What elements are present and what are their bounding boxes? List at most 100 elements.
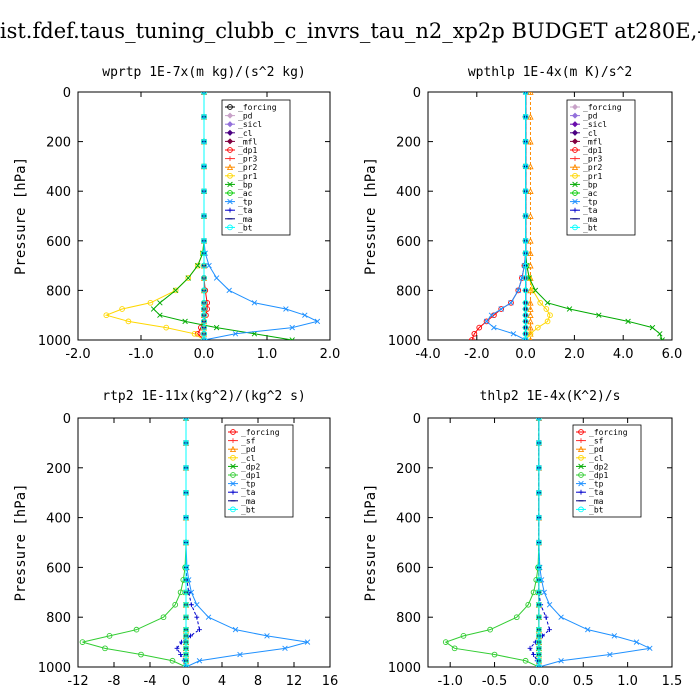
y-tick-label: 800 xyxy=(396,284,421,299)
data-point xyxy=(536,664,542,667)
legend-label: _sf xyxy=(241,437,256,446)
data-point xyxy=(515,287,521,294)
data-point xyxy=(169,657,176,664)
plot-frame xyxy=(77,417,331,668)
legend-marker xyxy=(572,190,578,196)
data-point xyxy=(206,262,212,269)
x-tick-label: -1.0 xyxy=(437,674,462,689)
data-point xyxy=(183,645,189,652)
data-point xyxy=(510,331,517,337)
legend-label: _forcing xyxy=(583,103,622,112)
legend-label: _ta xyxy=(241,488,256,497)
data-point xyxy=(543,614,549,620)
y-tick-label: 1000 xyxy=(388,661,421,676)
panel-title: wprtp 1E-7x(m kg)/(s^2 kg) xyxy=(102,65,306,80)
data-point xyxy=(201,213,207,219)
data-point xyxy=(283,306,289,312)
data-point xyxy=(536,464,542,471)
plot-area xyxy=(442,418,653,667)
legend-marker xyxy=(227,172,233,179)
data-point xyxy=(194,602,200,608)
data-point xyxy=(488,312,495,318)
data-point xyxy=(191,330,198,337)
data-point xyxy=(469,337,475,340)
legend-label: _cl xyxy=(589,454,604,463)
data-point xyxy=(172,287,179,294)
data-point xyxy=(157,312,163,318)
series-line xyxy=(485,92,527,340)
legend-label: _ma xyxy=(238,215,253,224)
x-tick-label: 0.0 xyxy=(515,347,536,362)
legend-marker xyxy=(571,112,579,119)
legend: _forcing_sf_pd_cl_dp2_dp1_tp_ta_ma_bt xyxy=(572,424,642,518)
x-tick-label: 6.0 xyxy=(662,347,683,362)
legend-marker xyxy=(572,207,578,213)
x-tick-label: -1.0 xyxy=(128,347,153,362)
legend-marker xyxy=(578,506,584,513)
data-point xyxy=(460,633,467,639)
data-point xyxy=(544,300,551,306)
data-point xyxy=(659,337,665,340)
data-point xyxy=(522,262,529,269)
legend-label: _ma xyxy=(241,497,256,506)
series-pr2 xyxy=(527,92,534,340)
legend-marker xyxy=(226,129,234,136)
panel-title: thlp2 1E-4x(K^2)/s xyxy=(480,389,621,404)
legend-label: _tp xyxy=(241,480,256,489)
legend-marker xyxy=(571,129,579,136)
data-point xyxy=(566,306,573,312)
data-point xyxy=(649,324,656,331)
data-point xyxy=(183,489,189,496)
plot-area xyxy=(469,92,665,340)
data-point xyxy=(201,113,207,120)
legend-marker xyxy=(227,190,233,196)
legend-marker xyxy=(572,198,578,205)
data-point xyxy=(584,626,591,633)
data-point xyxy=(188,633,193,639)
data-point xyxy=(201,92,207,95)
data-point xyxy=(527,317,534,325)
data-point xyxy=(183,589,189,596)
data-point xyxy=(179,639,184,645)
legend-marker xyxy=(226,121,234,128)
y-tick-label: 400 xyxy=(46,512,71,527)
data-point xyxy=(544,318,551,325)
data-point xyxy=(289,324,295,331)
data-point xyxy=(536,589,542,596)
data-point xyxy=(522,330,529,337)
y-tick-label: 800 xyxy=(46,284,71,299)
y-tick-label: 200 xyxy=(46,462,71,477)
data-point xyxy=(304,639,311,645)
data-point xyxy=(625,318,631,325)
legend-label: _ta xyxy=(589,488,604,497)
y-tick-label: 600 xyxy=(46,561,71,576)
data-point xyxy=(536,651,542,658)
series-line xyxy=(104,92,205,340)
x-tick-label: 1.5 xyxy=(662,674,683,689)
legend-label: _dp1 xyxy=(241,471,260,480)
legend-marker xyxy=(227,224,233,231)
data-point xyxy=(183,564,189,571)
x-tick-label: -4 xyxy=(144,674,157,689)
data-point xyxy=(232,331,239,337)
data-point xyxy=(527,249,534,257)
data-point xyxy=(522,138,529,145)
data-point xyxy=(442,639,449,645)
data-point xyxy=(106,633,113,639)
legend-label: _pr1 xyxy=(583,172,602,181)
data-point xyxy=(201,138,207,145)
plot-area xyxy=(79,418,311,667)
data-point xyxy=(534,324,541,331)
data-point xyxy=(536,614,542,621)
legend-label: _forcing xyxy=(589,428,628,437)
data-point xyxy=(194,262,201,269)
x-tick-label: -2.0 xyxy=(464,347,489,362)
data-point xyxy=(194,262,201,269)
panels: wprtp 1E-7x(m kg)/(s^2 kg) -2.0 -1.0 0.0 1.0… xyxy=(13,65,682,689)
y-tick-label: 0 xyxy=(63,412,71,427)
data-point xyxy=(525,601,532,608)
data-point xyxy=(527,212,534,219)
legend-label: _bt xyxy=(241,505,256,514)
data-point xyxy=(536,639,542,645)
